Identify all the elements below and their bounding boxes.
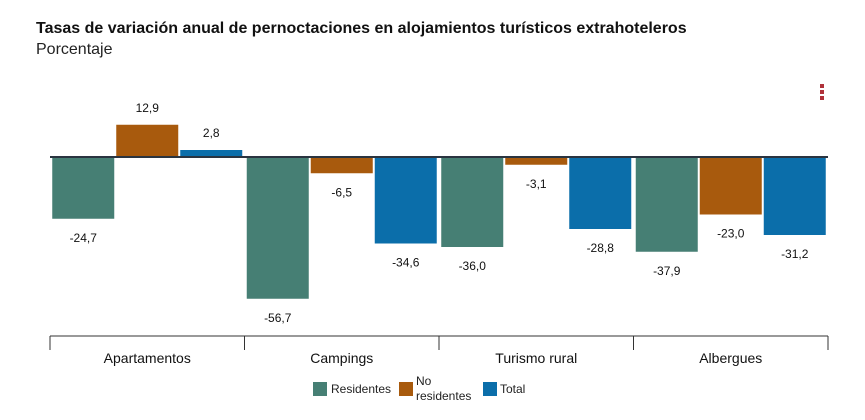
legend-label: Residentes — [331, 382, 392, 396]
bar-total-campings[interactable] — [374, 157, 437, 244]
bar-residentes-turismo-rural[interactable] — [441, 157, 504, 247]
data-label: -23,0 — [717, 227, 745, 241]
bar-residentes-campings[interactable] — [246, 157, 309, 299]
legend-swatch — [483, 382, 497, 396]
x-tick-label: Albergues — [699, 350, 762, 366]
menu-dot — [820, 84, 824, 88]
kebab-menu-icon[interactable] — [818, 84, 826, 102]
data-label: -28,8 — [587, 241, 615, 255]
data-label: 12,9 — [136, 101, 160, 115]
menu-dot — [820, 90, 824, 94]
legend-label: No residentes — [416, 374, 472, 403]
bar-total-turismo-rural[interactable] — [569, 157, 632, 229]
chart-title: Tasas de variación anual de pernoctacion… — [36, 20, 687, 37]
data-label: -36,0 — [459, 259, 487, 273]
menu-dot — [820, 96, 824, 100]
data-label: -34,6 — [392, 256, 420, 270]
bar-no-residentes-apartamentos[interactable] — [116, 124, 179, 157]
legend-label: Total — [500, 382, 526, 396]
bar-chart: -24,7 12,9 2,8 Apartamentos -56,7 -6,5 -34,6 Ca… — [49, 101, 829, 366]
x-tick-label: Apartamentos — [104, 350, 191, 366]
x-tick-label: Campings — [310, 350, 373, 366]
bar-residentes-albergues[interactable] — [635, 157, 698, 252]
x-tick-label: Turismo rural — [495, 350, 577, 366]
bar-no-residentes-campings[interactable] — [310, 157, 373, 174]
data-label: 2,8 — [203, 126, 220, 140]
bar-residentes-apartamentos[interactable] — [52, 157, 115, 219]
data-label: -31,2 — [781, 247, 809, 261]
data-label: -3,1 — [526, 177, 547, 191]
legend-swatch — [399, 382, 413, 396]
data-label: -24,7 — [70, 231, 98, 245]
chart-subtitle: Porcentaje — [36, 41, 113, 58]
data-label: -56,7 — [264, 311, 292, 325]
bar-total-apartamentos[interactable] — [180, 150, 243, 157]
legend-swatch — [313, 382, 327, 396]
bar-no-residentes-turismo-rural[interactable] — [505, 157, 568, 165]
data-label: -6,5 — [331, 185, 352, 199]
bar-no-residentes-albergues[interactable] — [699, 157, 762, 215]
data-label: -37,9 — [653, 264, 681, 278]
bar-total-albergues[interactable] — [763, 157, 826, 235]
